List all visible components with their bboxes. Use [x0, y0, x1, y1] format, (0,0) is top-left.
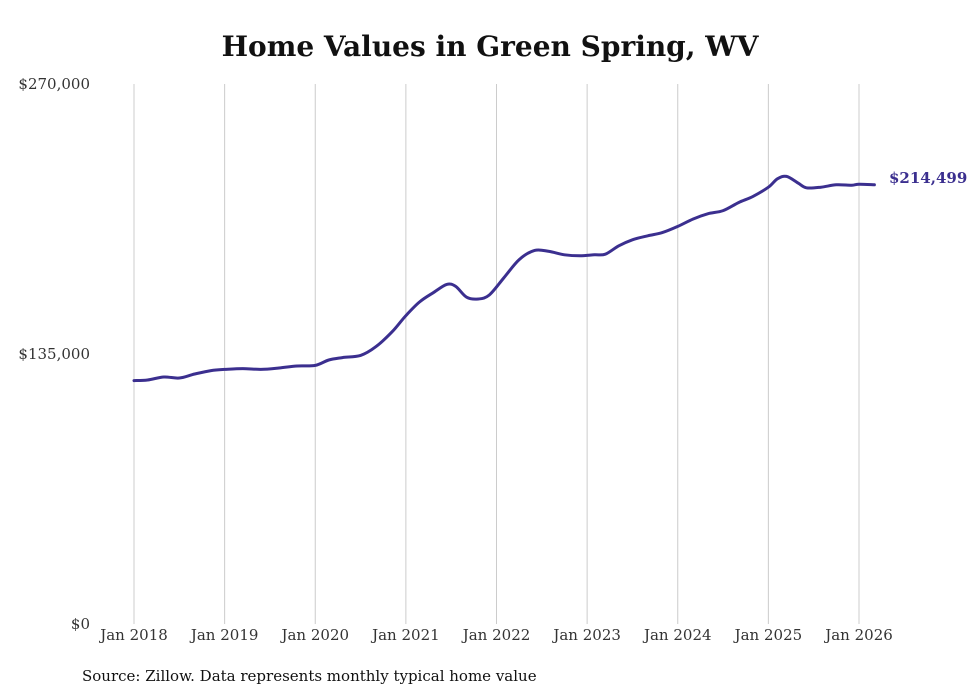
end-value-label: $214,499 [889, 169, 967, 187]
x-tick-label: Jan 2020 [279, 626, 349, 644]
x-tick-label: Jan 2022 [461, 626, 531, 644]
series-line [132, 174, 876, 383]
x-tick-label: Jan 2018 [98, 626, 168, 644]
x-tick-label: Jan 2024 [642, 626, 712, 644]
source-note: Source: Zillow. Data represents monthly … [82, 667, 537, 685]
series-layer [132, 174, 876, 383]
gridlines [133, 84, 860, 624]
y-tick-label: $135,000 [18, 345, 90, 363]
x-tick-label: Jan 2026 [823, 626, 893, 644]
x-tick-label: Jan 2023 [551, 626, 621, 644]
x-axis-ticks: Jan 2018 Jan 2019 Jan 2020 Jan 2021 Jan 2022… [98, 626, 893, 644]
y-tick-label: $0 [71, 615, 90, 633]
x-tick-label: Jan 2025 [733, 626, 803, 644]
y-tick-label: $270,000 [18, 75, 90, 93]
chart-title: Home Values in Green Spring, WV [221, 30, 759, 63]
y-axis-ticks: $0 $135,000 $270,000 [18, 75, 90, 633]
x-tick-label: Jan 2021 [370, 626, 440, 644]
x-tick-label: Jan 2019 [189, 626, 259, 644]
